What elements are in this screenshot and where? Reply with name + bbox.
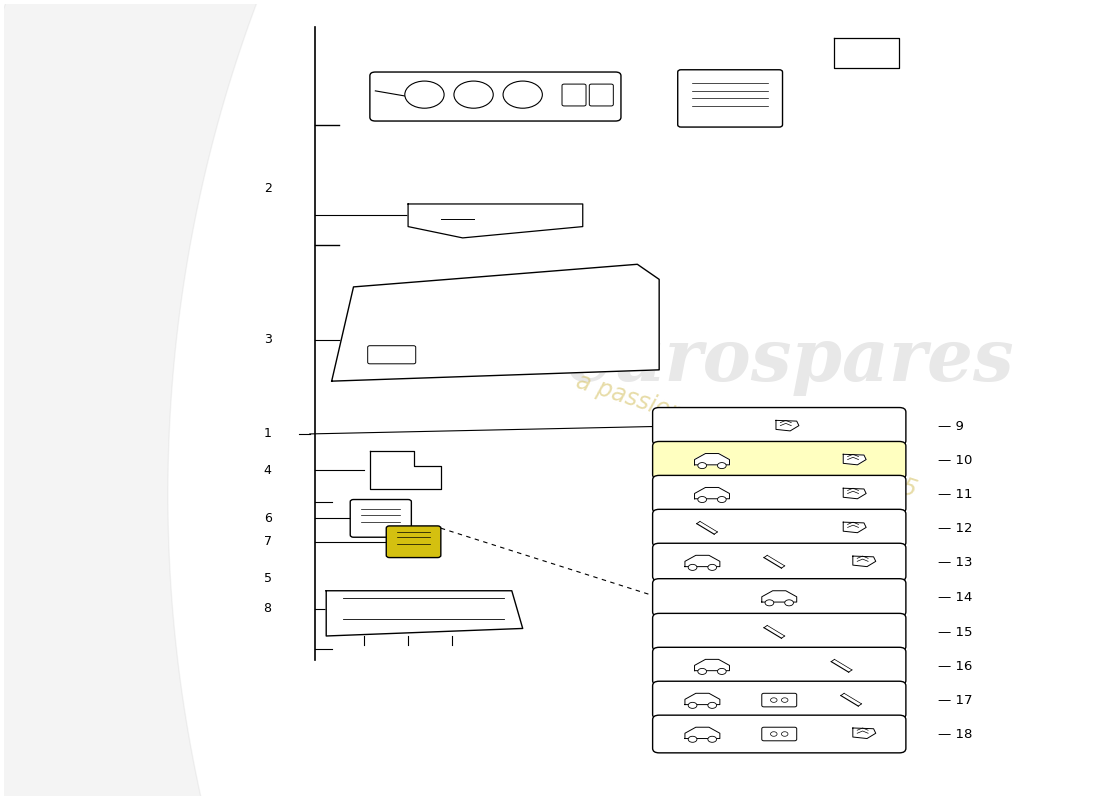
Text: 1: 1 [264,427,272,441]
Circle shape [689,564,697,570]
FancyBboxPatch shape [562,84,586,106]
Polygon shape [694,659,729,670]
Text: 2: 2 [264,182,272,195]
Polygon shape [408,204,583,238]
Text: 5: 5 [264,572,272,585]
Circle shape [689,702,697,708]
Text: — 11: — 11 [937,488,972,501]
Circle shape [717,669,726,674]
Text: — 17: — 17 [937,694,972,706]
FancyBboxPatch shape [652,578,906,616]
Polygon shape [852,728,876,738]
FancyBboxPatch shape [370,72,622,121]
FancyBboxPatch shape [367,346,416,364]
Circle shape [781,698,788,702]
Polygon shape [685,727,719,738]
Text: — 14: — 14 [937,591,972,604]
Text: a passion for parts since 1985: a passion for parts since 1985 [573,369,920,502]
Circle shape [708,564,716,570]
Circle shape [717,462,726,469]
Circle shape [708,702,716,708]
Text: 8: 8 [264,602,272,615]
Text: 4: 4 [264,464,272,477]
Polygon shape [694,487,729,498]
Polygon shape [762,590,796,602]
Circle shape [503,81,542,108]
Polygon shape [685,555,719,566]
FancyBboxPatch shape [762,694,796,707]
Circle shape [781,732,788,736]
FancyBboxPatch shape [678,70,782,127]
FancyBboxPatch shape [652,715,906,753]
Circle shape [697,462,706,469]
FancyBboxPatch shape [652,407,906,446]
Text: — 13: — 13 [937,556,972,569]
Polygon shape [852,556,876,566]
Circle shape [454,81,493,108]
FancyBboxPatch shape [652,647,906,685]
FancyBboxPatch shape [652,543,906,581]
Text: eurospares: eurospares [566,325,1014,396]
Circle shape [766,600,773,606]
FancyBboxPatch shape [652,475,906,513]
Polygon shape [694,454,729,465]
Text: 6: 6 [264,512,272,525]
Text: 3: 3 [264,333,272,346]
Circle shape [697,669,706,674]
Text: — 12: — 12 [937,522,972,534]
Polygon shape [685,694,719,705]
Polygon shape [844,488,866,498]
FancyBboxPatch shape [652,442,906,479]
Circle shape [405,81,444,108]
FancyBboxPatch shape [652,614,906,651]
Polygon shape [327,590,522,636]
Polygon shape [776,420,799,431]
Polygon shape [834,38,900,68]
Polygon shape [332,264,659,381]
Polygon shape [370,451,441,489]
FancyBboxPatch shape [590,84,614,106]
Text: — 16: — 16 [937,660,972,673]
FancyBboxPatch shape [652,682,906,719]
Text: — 15: — 15 [937,626,972,638]
FancyBboxPatch shape [350,499,411,538]
Text: — 9: — 9 [937,420,964,433]
FancyBboxPatch shape [652,510,906,547]
Circle shape [717,497,726,502]
Circle shape [784,600,793,606]
FancyBboxPatch shape [762,727,796,741]
FancyBboxPatch shape [386,526,441,558]
Circle shape [689,736,697,742]
Circle shape [770,698,777,702]
Text: — 18: — 18 [937,727,972,741]
Circle shape [697,497,706,502]
Polygon shape [844,522,866,533]
Circle shape [708,736,716,742]
Text: — 10: — 10 [937,454,972,467]
Polygon shape [844,454,866,465]
Text: 7: 7 [264,535,272,548]
Circle shape [770,732,777,736]
